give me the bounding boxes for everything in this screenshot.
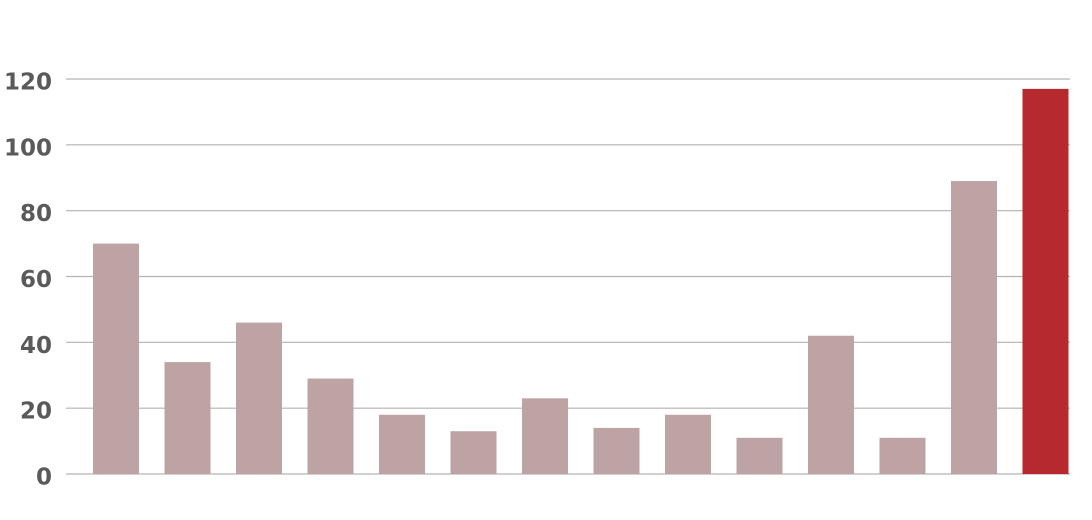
y-tick-label: 100 (4, 135, 52, 161)
bar (593, 427, 640, 474)
y-tick-label: 80 (20, 201, 52, 227)
bar (665, 414, 711, 474)
y-tick-label: 60 (20, 267, 52, 293)
bar (93, 243, 139, 474)
y-tick-label: 40 (20, 333, 52, 359)
y-tick-label: 120 (4, 70, 52, 96)
bar (522, 398, 568, 474)
bar (307, 378, 354, 474)
bar (736, 437, 783, 474)
bar (951, 181, 997, 474)
y-tick-label: 20 (20, 399, 52, 425)
bar (379, 414, 425, 474)
bar (808, 335, 854, 474)
y-tick-label: 0 (36, 465, 52, 491)
bar (450, 431, 497, 474)
bar (1022, 88, 1069, 474)
bar (879, 437, 926, 474)
bar (236, 322, 282, 474)
bar (164, 362, 211, 474)
